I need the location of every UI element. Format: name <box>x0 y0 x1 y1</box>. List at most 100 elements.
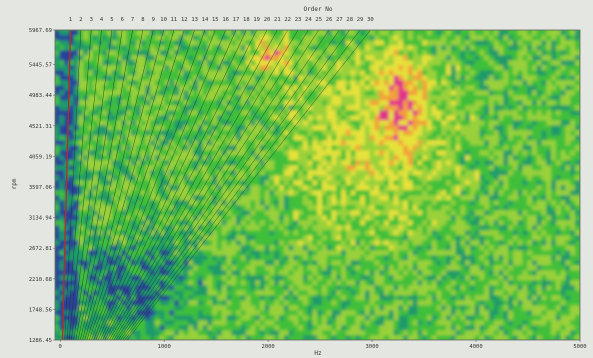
heatmap-cell <box>312 234 318 241</box>
heatmap-cell <box>436 334 442 340</box>
heatmap-cell <box>307 324 314 331</box>
heatmap-cell <box>298 139 304 146</box>
heatmap-cell <box>107 229 113 236</box>
heatmap-cell <box>197 189 204 196</box>
heatmap-cell <box>574 179 580 186</box>
heatmap-cell <box>131 149 137 156</box>
heatmap-cell <box>484 214 490 221</box>
heatmap-cell <box>135 139 142 146</box>
heatmap-cell <box>212 119 218 126</box>
heatmap-cell <box>231 159 237 166</box>
heatmap-cell <box>398 209 404 216</box>
heatmap-cell <box>555 194 562 201</box>
heatmap-cell <box>307 134 314 141</box>
heatmap-cell <box>522 199 528 206</box>
heatmap-cell <box>379 269 385 276</box>
heatmap-cell <box>326 169 333 176</box>
heatmap-cell <box>374 214 380 221</box>
heatmap-cell <box>407 174 414 181</box>
heatmap-cell <box>197 324 204 331</box>
heatmap-cell <box>202 199 209 206</box>
heatmap-cell <box>450 284 457 291</box>
heatmap-cell <box>197 319 204 326</box>
heatmap-cell <box>73 184 80 191</box>
heatmap-cell <box>541 274 547 281</box>
heatmap-cell <box>111 259 118 266</box>
heatmap-cell <box>508 214 514 221</box>
heatmap-cell <box>503 159 509 166</box>
heatmap-cell <box>431 249 438 256</box>
heatmap-cell <box>422 164 428 171</box>
heatmap-cell <box>355 314 361 321</box>
heatmap-cell <box>307 279 314 286</box>
heatmap-cell <box>398 229 404 236</box>
heatmap-cell <box>465 224 471 231</box>
heatmap-cell <box>159 249 166 256</box>
heatmap-cell <box>345 194 352 201</box>
heatmap-cell <box>531 119 538 126</box>
heatmap-cell <box>312 274 318 281</box>
heatmap-cell <box>78 274 84 281</box>
heatmap-cell <box>202 284 209 291</box>
heatmap-cell <box>508 219 514 226</box>
heatmap-cell <box>508 299 514 306</box>
heatmap-cell <box>326 274 333 281</box>
heatmap-cell <box>574 144 580 151</box>
heatmap-cell <box>503 154 509 161</box>
heatmap-cell <box>178 234 185 241</box>
heatmap-cell <box>331 114 337 121</box>
heatmap-cell <box>522 214 528 221</box>
heatmap-cell <box>508 274 514 281</box>
heatmap-cell <box>111 224 118 231</box>
heatmap-cell <box>212 254 218 261</box>
heatmap-cell <box>126 244 132 251</box>
heatmap-cell <box>221 224 228 231</box>
heatmap-cell <box>183 149 189 156</box>
heatmap-cell <box>193 204 199 211</box>
heatmap-cell <box>498 209 504 216</box>
heatmap-cell <box>527 209 533 216</box>
heatmap-cell <box>121 334 127 340</box>
heatmap-cell <box>231 194 237 201</box>
heatmap-cell <box>508 199 514 206</box>
heatmap-cell <box>403 154 409 161</box>
heatmap-cell <box>546 174 552 181</box>
heatmap-cell <box>503 279 509 286</box>
heatmap-cell <box>360 294 366 301</box>
heatmap-cell <box>412 249 419 256</box>
heatmap-cell <box>88 214 94 221</box>
heatmap-cell <box>493 239 500 246</box>
heatmap-cell <box>517 139 524 146</box>
heatmap-cell <box>326 174 333 181</box>
heatmap-cell <box>355 129 361 136</box>
heatmap-cell <box>417 129 423 136</box>
heatmap-cell <box>403 254 409 261</box>
heatmap-cell <box>178 214 185 221</box>
heatmap-cell <box>326 159 333 166</box>
heatmap-cell <box>255 179 261 186</box>
heatmap-cell <box>102 274 108 281</box>
heatmap-cell <box>150 159 156 166</box>
heatmap-cell <box>298 264 304 271</box>
heatmap-cell <box>293 329 299 336</box>
heatmap-cell <box>522 114 528 121</box>
heatmap-cell <box>221 319 228 326</box>
heatmap-cell <box>150 249 156 256</box>
heatmap-cell <box>236 119 242 126</box>
heatmap-cell <box>150 134 156 141</box>
heatmap-cell <box>345 169 352 176</box>
heatmap-cell <box>55 284 61 291</box>
heatmap-cell <box>312 124 318 131</box>
heatmap-cell <box>183 219 189 226</box>
heatmap-cell <box>469 139 476 146</box>
heatmap-cell <box>388 269 395 276</box>
heatmap-cell <box>441 234 447 241</box>
heatmap-cell <box>503 289 509 296</box>
heatmap-cell <box>59 159 65 166</box>
heatmap-cell <box>379 119 385 126</box>
heatmap-cell <box>555 204 562 211</box>
heatmap-cell <box>326 324 333 331</box>
heatmap-cell <box>283 169 290 176</box>
heatmap-cell <box>326 299 333 306</box>
heatmap-cell <box>312 114 318 121</box>
